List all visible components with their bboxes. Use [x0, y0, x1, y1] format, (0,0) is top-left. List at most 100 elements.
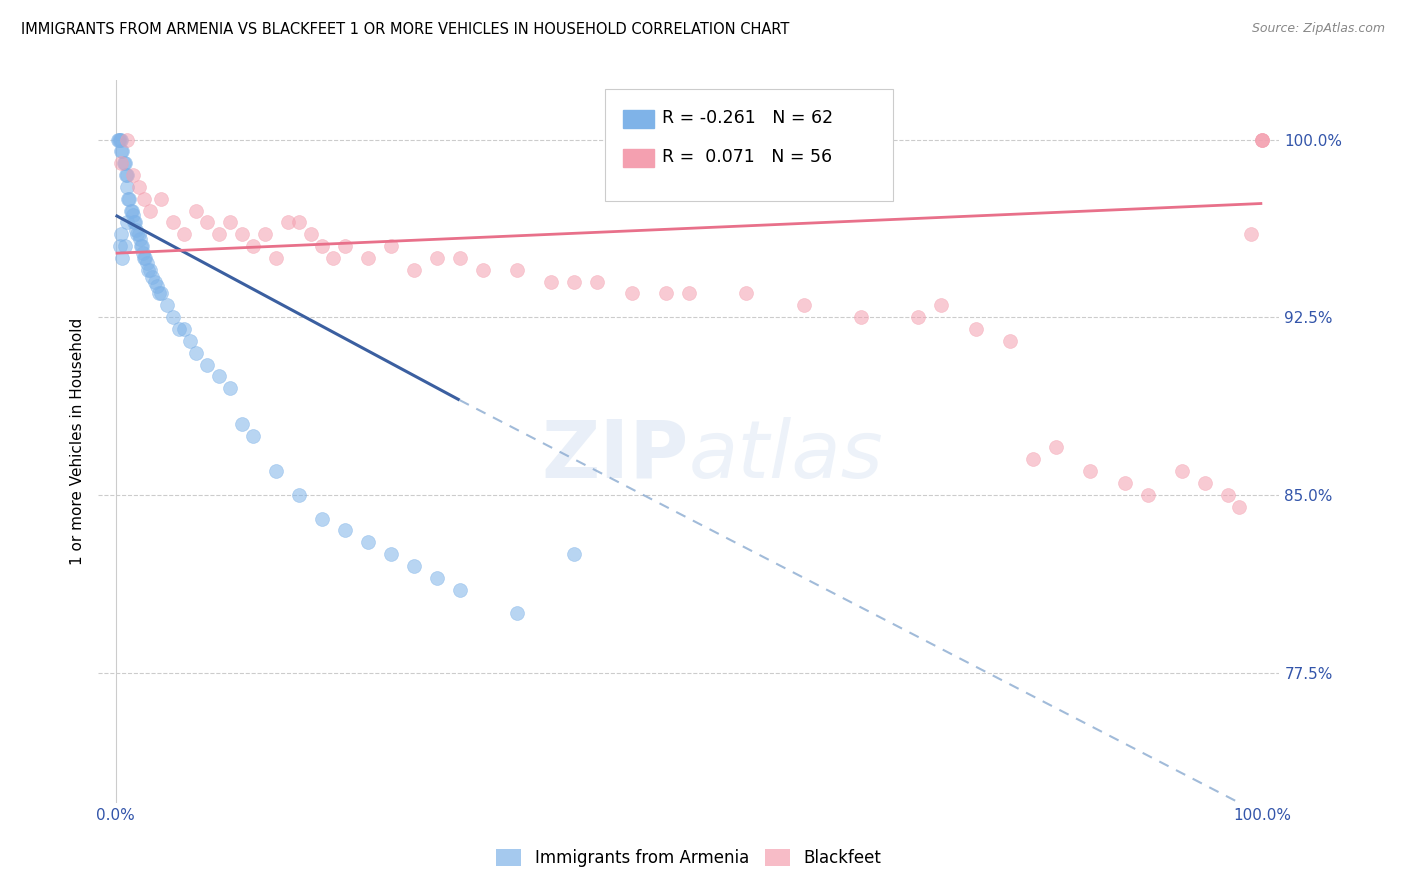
Point	[471, 262, 494, 277]
Point	[1240, 227, 1263, 242]
Point	[1251, 132, 1274, 146]
Text: IMMIGRANTS FROM ARMENIA VS BLACKFEET 1 OR MORE VEHICLES IN HOUSEHOLD CORRELATION: IMMIGRANTS FROM ARMENIA VS BLACKFEET 1 O…	[21, 22, 789, 37]
Point	[128, 232, 150, 246]
Point	[849, 310, 872, 325]
Point	[115, 132, 138, 146]
Point	[124, 215, 146, 229]
Point	[449, 582, 471, 597]
Point	[162, 215, 184, 229]
Point	[128, 180, 150, 194]
Point	[115, 180, 138, 194]
Point	[128, 227, 150, 242]
Point	[110, 145, 132, 159]
Point	[108, 132, 131, 146]
Point	[134, 192, 156, 206]
Point	[288, 215, 311, 229]
Point	[540, 275, 562, 289]
Point	[1078, 464, 1101, 478]
Point	[402, 558, 425, 573]
Text: ZIP: ZIP	[541, 417, 689, 495]
Point	[115, 215, 138, 229]
Point	[907, 310, 929, 325]
Point	[134, 251, 156, 265]
Point	[998, 334, 1021, 348]
Point	[131, 239, 153, 253]
Point	[111, 251, 134, 265]
Point	[333, 524, 356, 538]
Point	[179, 334, 201, 348]
Point	[277, 215, 299, 229]
Point	[115, 168, 138, 182]
Point	[1045, 441, 1067, 455]
Point	[1171, 464, 1194, 478]
Point	[208, 369, 231, 384]
Point	[219, 215, 242, 229]
Point	[139, 262, 162, 277]
Point	[135, 255, 157, 269]
Point	[208, 227, 231, 242]
Point	[655, 286, 678, 301]
Point	[231, 417, 253, 431]
Point	[173, 322, 195, 336]
Point	[150, 286, 173, 301]
Y-axis label: 1 or more Vehicles in Household: 1 or more Vehicles in Household	[70, 318, 86, 566]
Point	[156, 298, 179, 312]
Point	[127, 227, 149, 242]
Point	[735, 286, 758, 301]
Point	[115, 168, 138, 182]
Point	[167, 322, 190, 336]
Point	[929, 298, 952, 312]
Point	[112, 156, 135, 170]
Point	[150, 192, 173, 206]
Point	[793, 298, 815, 312]
Point	[146, 279, 169, 293]
Point	[311, 511, 333, 525]
Point	[184, 203, 207, 218]
Point	[311, 239, 333, 253]
Point	[111, 145, 134, 159]
Point	[506, 607, 529, 621]
Point	[143, 275, 166, 289]
Point	[253, 227, 276, 242]
Point	[114, 239, 136, 253]
Point	[125, 222, 148, 236]
Text: R = -0.261   N = 62: R = -0.261 N = 62	[662, 109, 834, 127]
Point	[148, 286, 170, 301]
Point	[1136, 488, 1159, 502]
Point	[195, 358, 218, 372]
Point	[242, 428, 264, 442]
Point	[110, 227, 132, 242]
Point	[114, 156, 136, 170]
Point	[264, 251, 287, 265]
Point	[678, 286, 700, 301]
Point	[562, 275, 585, 289]
Point	[965, 322, 987, 336]
Point	[139, 203, 162, 218]
Point	[1114, 475, 1136, 490]
Text: atlas: atlas	[689, 417, 884, 495]
Point	[426, 571, 449, 585]
Point	[132, 246, 155, 260]
Point	[264, 464, 287, 478]
Legend: Immigrants from Armenia, Blackfeet: Immigrants from Armenia, Blackfeet	[489, 842, 889, 874]
Text: R =  0.071   N = 56: R = 0.071 N = 56	[662, 148, 832, 166]
Point	[219, 381, 242, 395]
Point	[195, 215, 218, 229]
Point	[449, 251, 471, 265]
Point	[288, 488, 311, 502]
Point	[110, 132, 132, 146]
Point	[333, 239, 356, 253]
Point	[107, 132, 129, 146]
Point	[402, 262, 425, 277]
Point	[242, 239, 264, 253]
Point	[426, 251, 449, 265]
Point	[586, 275, 609, 289]
Point	[134, 251, 156, 265]
Point	[357, 535, 380, 549]
Point	[108, 132, 131, 146]
Point	[1194, 475, 1216, 490]
Point	[141, 269, 163, 284]
Point	[173, 227, 195, 242]
Point	[1251, 132, 1274, 146]
Point	[1216, 488, 1239, 502]
